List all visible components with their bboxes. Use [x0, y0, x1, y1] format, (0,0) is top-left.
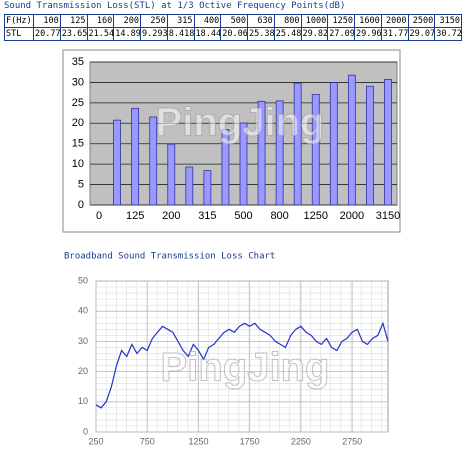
bar: [185, 166, 194, 206]
y-tick-label: 50: [78, 275, 88, 285]
table-cell: 8.418: [166, 27, 195, 41]
y-tick-label: 30: [78, 336, 88, 346]
bar: [347, 74, 356, 206]
table-title: Sound Transmission Loss(STL) at 1/3 Octi…: [4, 1, 346, 11]
x-tick-label: 2000: [340, 210, 364, 222]
bar: [275, 100, 284, 206]
x-tick-label: 2250: [291, 436, 311, 446]
y-tick-label: 35: [72, 56, 84, 68]
bar: [257, 100, 266, 206]
x-tick-label: 1250: [188, 436, 208, 446]
y-tick-label: 10: [78, 396, 88, 406]
x-tick-label: 125: [126, 210, 144, 222]
bar: [167, 143, 176, 206]
x-tick-label: 250: [88, 436, 103, 446]
bar: [311, 93, 320, 206]
bar: [221, 129, 230, 206]
y-tick-label: 5: [78, 178, 84, 190]
x-tick-label: 3150: [376, 210, 400, 222]
x-tick-label: 500: [234, 210, 252, 222]
stl-table: F(Hz) 100 125 160 200 250 315 400 500 630 800 1000 1…: [4, 14, 462, 41]
y-tick-label: 25: [72, 97, 84, 109]
bar: [366, 85, 374, 206]
table-cell: 21.54: [86, 27, 115, 41]
y-tick-label: 40: [78, 306, 88, 316]
watermark: PingJing: [156, 101, 325, 145]
x-tick-label: 200: [162, 210, 180, 222]
table-cell: 29.82: [300, 27, 329, 41]
bar: [149, 116, 158, 206]
table-cell: STL: [4, 27, 34, 41]
bar: [293, 82, 302, 206]
y-tick-label: 20: [78, 366, 88, 376]
chart-title: Broadband Sound Transmission Loss Chart: [64, 252, 275, 262]
x-tick-label: 315: [198, 210, 216, 222]
y-tick-label: 20: [72, 117, 84, 129]
table-cell: 23.65: [59, 27, 88, 41]
y-tick-label: 15: [72, 138, 84, 150]
table-row: STL 20.77 23.65 21.54 14.89 9.293 8.418 18.44 20…: [4, 27, 462, 41]
bar: [203, 170, 212, 206]
x-tick-label: 750: [140, 436, 155, 446]
bar: [384, 79, 392, 206]
bar: [239, 122, 248, 206]
y-tick-label: 10: [72, 158, 84, 170]
x-tick-label: 1750: [240, 436, 260, 446]
table-cell: 29.96: [354, 27, 382, 41]
x-tick-label: 0: [96, 210, 102, 222]
y-tick-label: 30: [72, 76, 84, 88]
x-tick-label: 800: [270, 210, 288, 222]
table-cell: 14.89: [113, 27, 141, 41]
table-cell: 30.72: [434, 27, 462, 41]
stl-line: [95, 321, 389, 409]
bar: [113, 119, 121, 206]
x-tick-label: 1250: [303, 210, 327, 222]
table-cell: 9.293: [140, 27, 168, 41]
y-tick-label: 0: [83, 426, 88, 436]
bar: [131, 107, 140, 206]
watermark: PingJing: [161, 346, 330, 390]
x-tick-label: 2750: [342, 436, 362, 446]
y-tick-label: 0: [78, 199, 84, 211]
plot-area: [95, 280, 389, 433]
bar: [329, 82, 338, 206]
